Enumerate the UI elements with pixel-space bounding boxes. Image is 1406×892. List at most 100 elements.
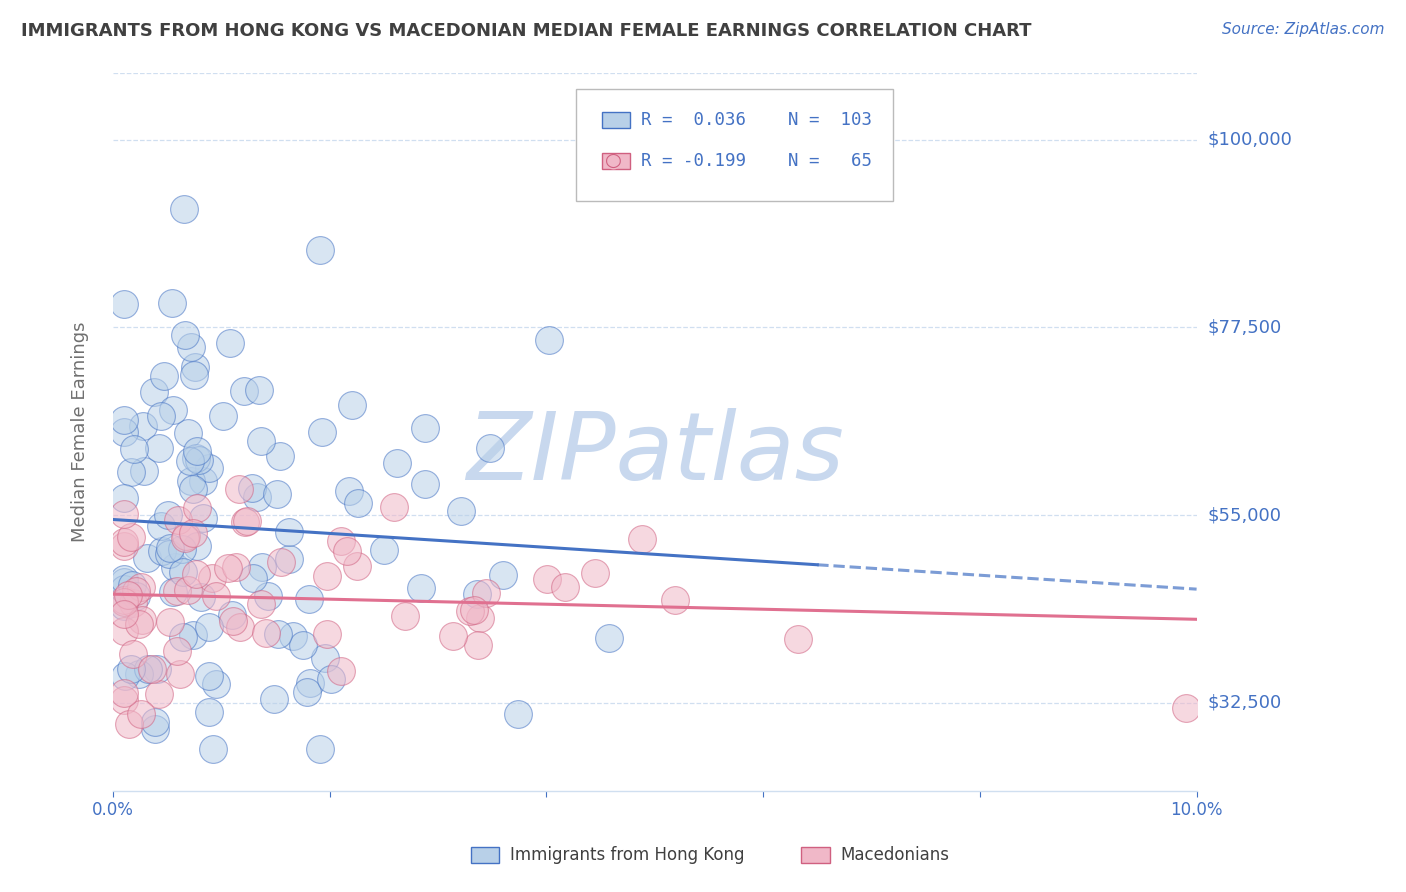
Point xyxy=(198,460,221,475)
Point xyxy=(132,464,155,478)
Point xyxy=(266,487,288,501)
Point xyxy=(165,559,187,574)
Point xyxy=(112,575,135,590)
Point xyxy=(159,541,181,555)
Point xyxy=(112,508,135,522)
Point xyxy=(112,539,135,553)
Point xyxy=(128,667,150,681)
Point xyxy=(205,590,228,604)
Point xyxy=(311,425,333,439)
Point xyxy=(329,664,352,678)
Point xyxy=(205,677,228,691)
Point xyxy=(664,593,686,607)
Point xyxy=(298,676,321,690)
Point xyxy=(468,611,491,625)
Point xyxy=(172,542,194,557)
Point xyxy=(315,627,337,641)
Point xyxy=(148,687,170,701)
Point xyxy=(172,630,194,644)
Point xyxy=(112,593,135,607)
Point xyxy=(233,515,256,529)
Point xyxy=(120,465,142,479)
Point xyxy=(149,519,172,533)
Point xyxy=(180,340,202,354)
Point xyxy=(166,643,188,657)
Point xyxy=(169,667,191,681)
Point xyxy=(112,685,135,699)
Point xyxy=(536,572,558,586)
Point xyxy=(277,552,299,566)
Text: $77,500: $77,500 xyxy=(1208,318,1282,336)
Point xyxy=(247,383,270,397)
Point xyxy=(181,526,204,541)
Point xyxy=(117,717,139,731)
Point xyxy=(125,583,148,598)
Point xyxy=(112,297,135,311)
Point xyxy=(172,565,194,579)
Point xyxy=(174,531,197,545)
Point xyxy=(409,581,432,595)
Point xyxy=(141,662,163,676)
Point xyxy=(156,508,179,522)
Point xyxy=(129,580,152,594)
Point xyxy=(159,615,181,629)
Point xyxy=(242,571,264,585)
Point xyxy=(184,567,207,582)
Point xyxy=(254,625,277,640)
Text: R = -0.199    N =   65: R = -0.199 N = 65 xyxy=(641,152,872,169)
Point xyxy=(225,559,247,574)
Point xyxy=(554,580,576,594)
Point xyxy=(160,296,183,310)
Point xyxy=(346,558,368,573)
Point xyxy=(198,705,221,719)
Point xyxy=(135,551,157,566)
Point xyxy=(181,628,204,642)
Point xyxy=(112,582,135,596)
Point xyxy=(186,443,208,458)
Point xyxy=(249,434,271,449)
Y-axis label: Median Female Earnings: Median Female Earnings xyxy=(72,321,89,542)
Point xyxy=(319,672,342,686)
Text: Immigrants from Hong Kong: Immigrants from Hong Kong xyxy=(510,847,745,864)
Point xyxy=(221,607,243,622)
Point xyxy=(787,632,810,646)
Text: Source: ZipAtlas.com: Source: ZipAtlas.com xyxy=(1222,22,1385,37)
Point xyxy=(173,202,195,216)
Point xyxy=(342,398,364,412)
Point xyxy=(222,614,245,628)
Point xyxy=(256,589,278,603)
Point xyxy=(415,477,437,491)
Point xyxy=(188,453,211,467)
Point xyxy=(201,571,224,585)
Point xyxy=(128,617,150,632)
Point xyxy=(263,691,285,706)
Point xyxy=(136,661,159,675)
Point xyxy=(112,534,135,549)
Point xyxy=(184,450,207,465)
Point xyxy=(112,425,135,440)
Point xyxy=(122,647,145,661)
Point xyxy=(236,514,259,528)
Point xyxy=(148,441,170,455)
Point xyxy=(246,490,269,504)
Point xyxy=(177,582,200,597)
Point xyxy=(339,484,361,499)
Point xyxy=(475,585,498,599)
Point xyxy=(177,425,200,440)
Point xyxy=(413,421,436,435)
Point xyxy=(186,501,208,516)
Point xyxy=(131,613,153,627)
Point xyxy=(181,482,204,496)
Point xyxy=(198,669,221,683)
Point xyxy=(120,662,142,676)
Point xyxy=(112,572,135,586)
Point xyxy=(131,419,153,434)
Point xyxy=(463,602,485,616)
Text: $100,000: $100,000 xyxy=(1208,131,1292,149)
Point xyxy=(269,449,291,463)
Point xyxy=(112,595,135,609)
Point xyxy=(329,533,352,548)
Point xyxy=(278,525,301,540)
Point xyxy=(153,368,176,383)
Point xyxy=(125,589,148,603)
